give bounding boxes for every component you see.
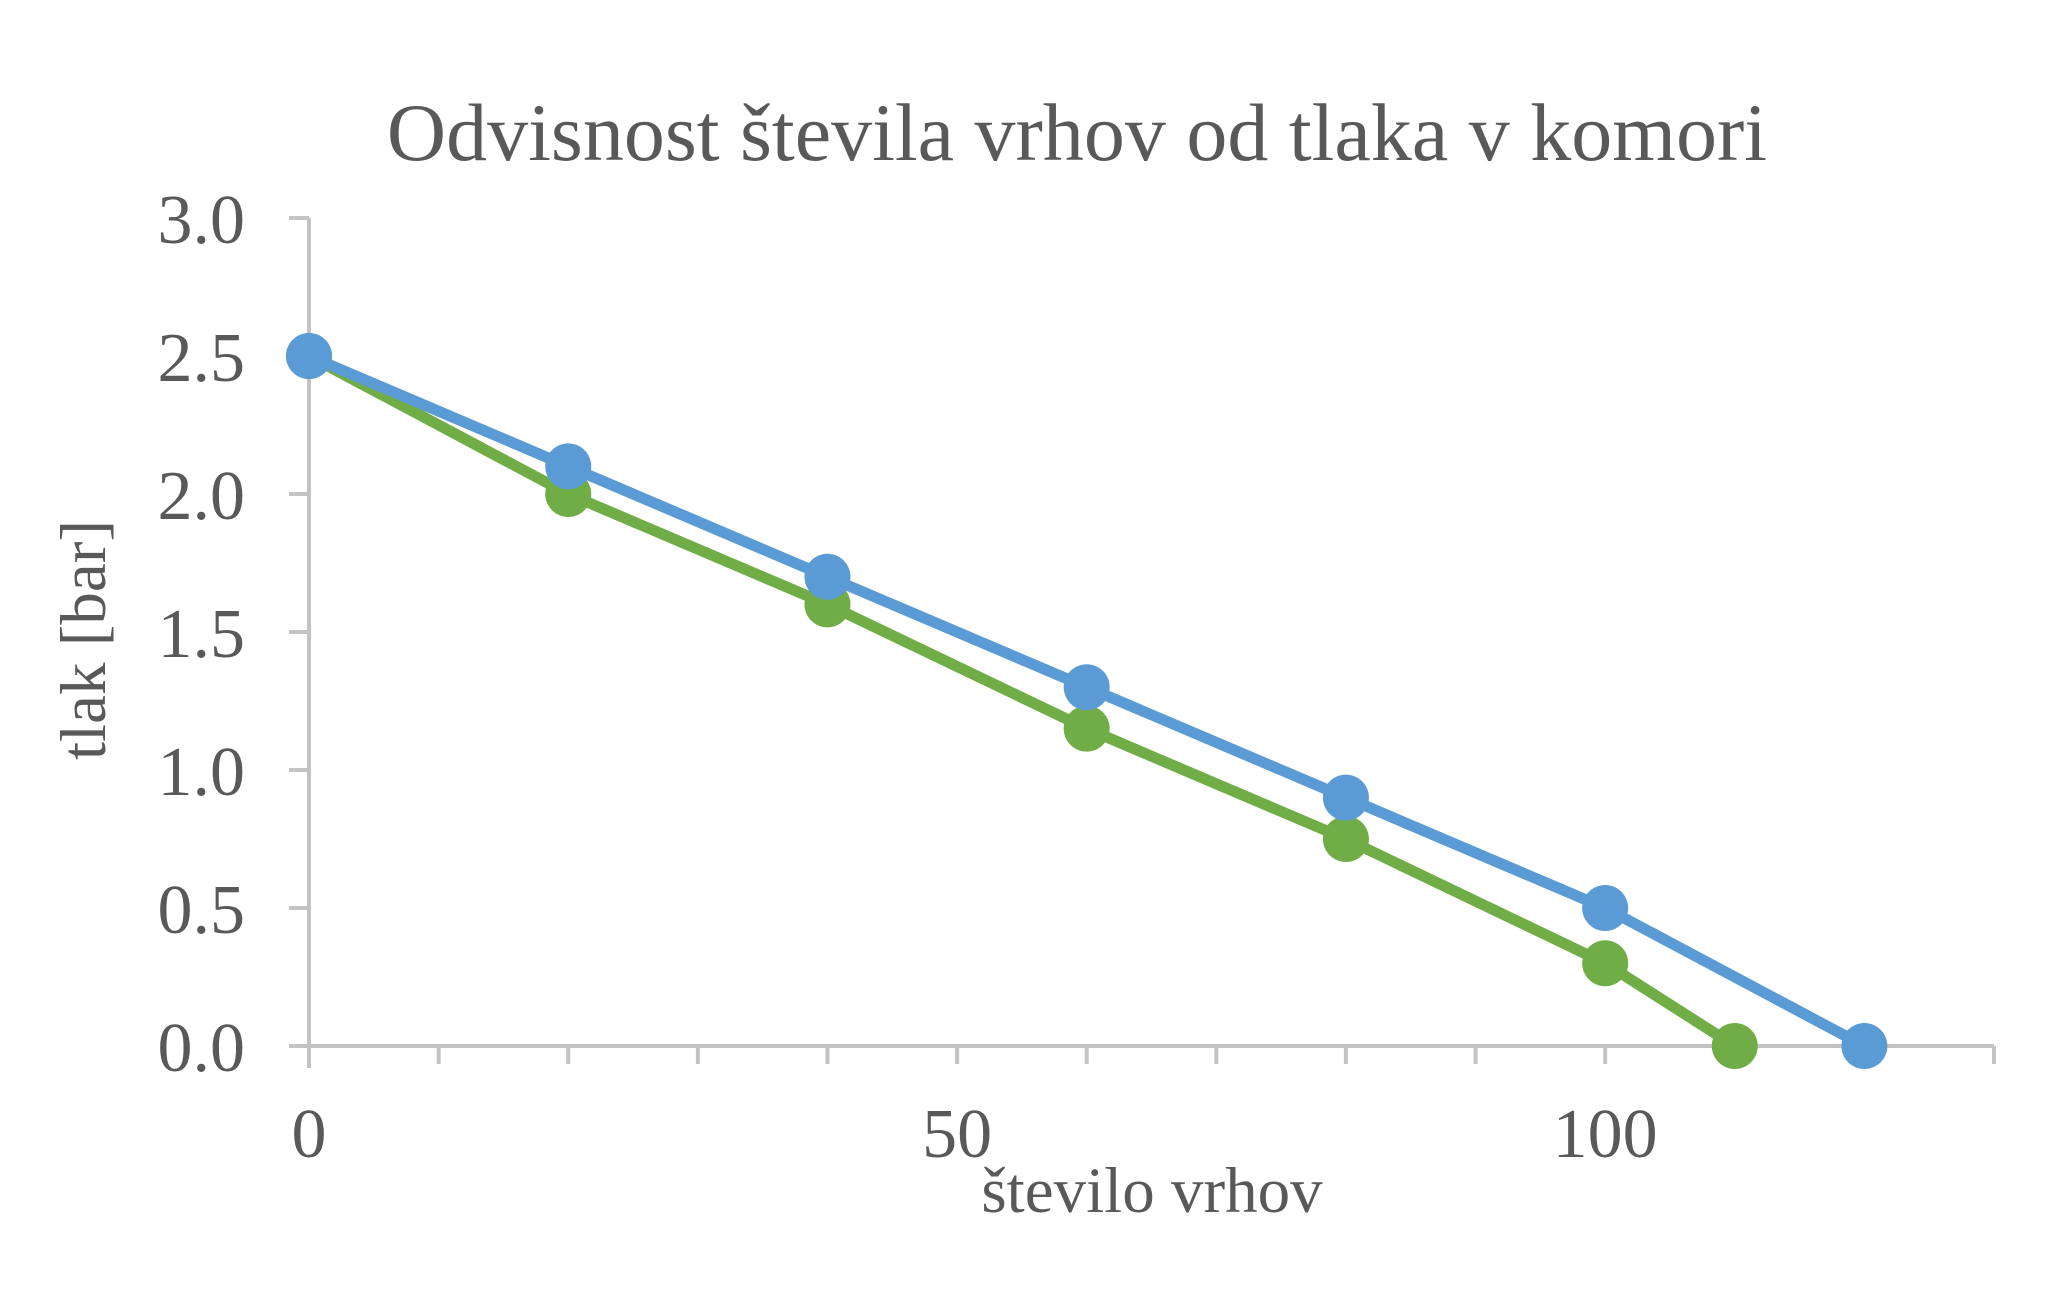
blue-series-marker bbox=[1322, 774, 1369, 821]
green-series-marker bbox=[1063, 705, 1110, 752]
tick-labels: 0.0 0.5 1.0 1.5 2.0 2.5 3.0 0 50 100 bbox=[158, 182, 1658, 1173]
x-tick-label: 50 bbox=[922, 1096, 992, 1173]
blue-series-marker bbox=[545, 443, 592, 490]
axes bbox=[289, 216, 1996, 1068]
y-tick-label: 0.0 bbox=[158, 1010, 246, 1087]
y-tick-label: 2.0 bbox=[158, 458, 246, 535]
chart-title: Odvisnost števila vrhov od tlaka v komor… bbox=[387, 87, 1767, 178]
blue-series bbox=[286, 333, 1888, 1069]
green-series-marker bbox=[1711, 1023, 1758, 1069]
y-tick-label: 3.0 bbox=[158, 182, 246, 259]
green-series-line bbox=[303, 350, 1741, 1052]
blue-series-marker bbox=[286, 333, 332, 379]
blue-series-marker bbox=[1841, 1023, 1888, 1069]
y-tick-label: 2.5 bbox=[158, 320, 246, 397]
green-series-marker bbox=[1582, 940, 1629, 987]
blue-series-marker bbox=[1063, 664, 1110, 711]
y-tick-label: 0.5 bbox=[158, 872, 246, 949]
blue-series-marker bbox=[1582, 885, 1629, 931]
green-series-marker bbox=[1322, 816, 1369, 862]
x-tick-label: 100 bbox=[1553, 1096, 1658, 1173]
x-tick-label: 0 bbox=[292, 1096, 327, 1173]
x-axis-title: število vrhov bbox=[981, 1155, 1323, 1227]
y-tick-label: 1.0 bbox=[158, 734, 246, 811]
data-series bbox=[286, 333, 1888, 1069]
y-tick-label: 1.5 bbox=[158, 596, 246, 673]
blue-series-marker bbox=[804, 553, 851, 600]
y-axis-title: tlak [bar] bbox=[48, 520, 120, 760]
